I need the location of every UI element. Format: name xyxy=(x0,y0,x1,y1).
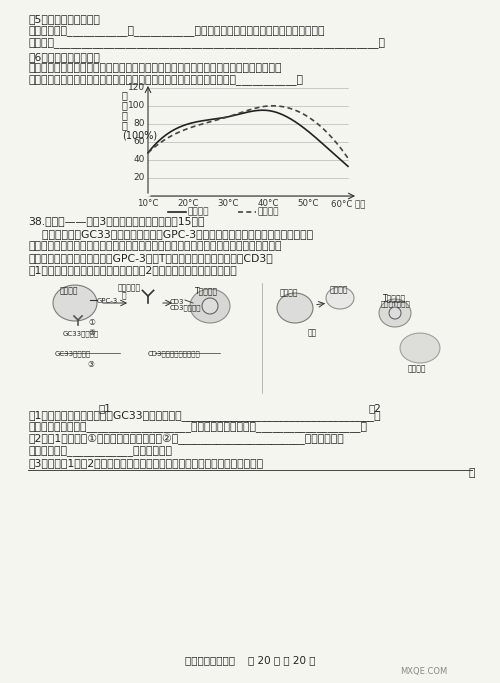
Text: 20: 20 xyxy=(134,173,145,182)
固定化酶 xyxy=(153,142,159,150)
Text: 图1: 图1 xyxy=(98,403,112,413)
游离的酶 xyxy=(329,148,335,156)
游离的酶 xyxy=(198,117,204,125)
Text: MXQE.COM: MXQE.COM xyxy=(400,667,448,676)
游离的酶 xyxy=(153,139,159,148)
Text: GPC-3: GPC-3 xyxy=(97,298,118,304)
固定化酶 xyxy=(198,120,204,128)
游离的酶 xyxy=(182,121,188,129)
Text: （1）请描述制备单克隆抗体GC33的基本流程：___________________________________。: （1）请描述制备单克隆抗体GC33的基本流程：_________________… xyxy=(28,410,380,421)
游离的酶 xyxy=(336,154,342,163)
Ellipse shape xyxy=(326,287,354,309)
Text: 双特异性抗: 双特异性抗 xyxy=(118,283,141,292)
Ellipse shape xyxy=(190,289,230,323)
Text: 图1表示该双特异性抗体的制备过程，图2表示其在肝癌治疗中的作用。: 图1表示该双特异性抗体的制备过程，图2表示其在肝癌治疗中的作用。 xyxy=(28,265,237,275)
Text: 10°C: 10°C xyxy=(138,199,158,208)
Text: 同时特异性识别肝癌细胞上的GPC-3以及T淋巴细胞表面的特殊蛋白质CD3。: 同时特异性识别肝癌细胞上的GPC-3以及T淋巴细胞表面的特殊蛋白质CD3。 xyxy=(28,253,273,263)
Text: 性: 性 xyxy=(122,120,128,130)
Text: ②: ② xyxy=(88,328,95,337)
Text: T淋巴细胞: T淋巴细胞 xyxy=(383,293,406,302)
Circle shape xyxy=(202,298,218,314)
Text: 果不太理想。为提高治疗效果，研究人员用新的技术构建了一种双特异性抗体，该抗体可: 果不太理想。为提高治疗效果，研究人员用新的技术构建了一种双特异性抗体，该抗体可 xyxy=(28,241,281,251)
Text: 相: 相 xyxy=(122,90,128,100)
Text: 100: 100 xyxy=(128,102,145,111)
Text: 杂交瘤细胞的特点：___________________，单克隆抗体的优点：___________________。: 杂交瘤细胞的特点：___________________，单克隆抗体的优点：__… xyxy=(28,422,367,433)
Text: 60°C 温度: 60°C 温度 xyxy=(331,199,365,208)
游离的酶 xyxy=(157,136,163,144)
Text: (100%): (100%) xyxy=(122,130,157,140)
Text: （2）图1中，步骤①为获取目的基因，步骤②为_______________________，需要使用限: （2）图1中，步骤①为获取目的基因，步骤②为__________________… xyxy=(28,434,344,445)
Ellipse shape xyxy=(277,293,313,323)
固定化酶 xyxy=(145,149,151,157)
Text: 。: 。 xyxy=(468,468,474,478)
Text: 120: 120 xyxy=(128,83,145,92)
Ellipse shape xyxy=(400,333,440,363)
Text: CD3: CD3 xyxy=(170,299,184,305)
Text: CD3特异抗体的基因片段: CD3特异抗体的基因片段 xyxy=(148,350,201,357)
Text: 40°C: 40°C xyxy=(258,199,278,208)
固定化酶 xyxy=(157,139,163,147)
Text: 活: 活 xyxy=(122,110,128,120)
固定化酶 xyxy=(270,102,276,110)
Text: GC33单抗片段: GC33单抗片段 xyxy=(63,330,99,337)
Text: （效应T细胞）: （效应T细胞） xyxy=(381,300,411,307)
Text: ①: ① xyxy=(88,318,95,327)
Text: 固定化酶: 固定化酶 xyxy=(258,208,280,217)
Line: 固定化酶: 固定化酶 xyxy=(148,106,348,158)
Text: CD3特异抗体: CD3特异抗体 xyxy=(170,304,202,311)
Text: 游离的酶: 游离的酶 xyxy=(188,208,210,217)
Text: 理科综合能力测试    第 20 页 共 20 页: 理科综合能力测试 第 20 页 共 20 页 xyxy=(185,655,316,665)
Text: 制酶的步骤是____________（填序号）。: 制酶的步骤是____________（填序号）。 xyxy=(28,446,172,457)
固定化酶 xyxy=(329,134,335,142)
Text: T淋巴细胞: T淋巴细胞 xyxy=(195,286,218,295)
游离的酶 xyxy=(145,149,151,157)
Text: GC33基因片段: GC33基因片段 xyxy=(55,350,91,357)
Text: 对: 对 xyxy=(122,100,128,110)
Text: 体: 体 xyxy=(122,291,126,300)
Text: （3）结合图1、图2的信息和已有知识，简述双特异性抗体在肝癌治疗中的作用: （3）结合图1、图2的信息和已有知识，简述双特异性抗体在肝癌治疗中的作用 xyxy=(28,458,263,468)
Text: 存噬: 存噬 xyxy=(308,328,318,337)
固定化酶 xyxy=(336,142,342,150)
Text: 50°C: 50°C xyxy=(298,199,318,208)
Text: 80: 80 xyxy=(134,120,145,128)
游离的酶 xyxy=(345,162,351,170)
Line: 游离的酶: 游离的酶 xyxy=(148,110,348,166)
Text: 结果见下图，据图分析：固定化肌酸激酶与游离的肌酸激酶相比优点是：___________。: 结果见下图，据图分析：固定化肌酸激酶与游离的肌酸激酶相比优点是：________… xyxy=(28,75,303,85)
Text: 30°C: 30°C xyxy=(218,199,238,208)
Text: ③: ③ xyxy=(87,360,94,369)
Text: （6）固定化酶性能测评: （6）固定化酶性能测评 xyxy=(28,52,100,62)
Ellipse shape xyxy=(53,285,97,321)
Text: 肝癌治疗中，GC33（一种用于杀伤含GPC-3的肝癌细胞的单克隆抗体）在临床使用效: 肝癌治疗中，GC33（一种用于杀伤含GPC-3的肝癌细胞的单克隆抗体）在临床使用… xyxy=(28,229,313,239)
游离的酶 xyxy=(260,106,266,114)
Text: 肝癌细胞: 肝癌细胞 xyxy=(280,288,298,297)
Text: 凋亡细胞: 凋亡细胞 xyxy=(330,285,348,294)
Circle shape xyxy=(389,307,401,319)
Text: 巨噬细胞: 巨噬细胞 xyxy=(408,364,426,373)
固定化酶 xyxy=(182,126,188,134)
Text: 40: 40 xyxy=(134,156,145,165)
Text: 20°C: 20°C xyxy=(178,199,199,208)
Text: 60: 60 xyxy=(134,137,145,146)
Text: 38.【生物——选修3：现代生物科技专题】（15分）: 38.【生物——选修3：现代生物科技专题】（15分） xyxy=(28,216,204,226)
固定化酶 xyxy=(345,154,351,163)
Text: 酶更适合采用___________和___________固定化，与固定化酶相比，固定化细胞的突出: 酶更适合采用___________和___________固定化，与固定化酶相比… xyxy=(28,26,324,37)
Ellipse shape xyxy=(379,299,411,327)
Text: 肝癌细胞: 肝癌细胞 xyxy=(60,286,78,295)
Text: 科研小组用纳米级磁性材料进行肌酸激酶的固定化，为测试固定化的性能做了若干实验，: 科研小组用纳米级磁性材料进行肌酸激酶的固定化，为测试固定化的性能做了若干实验， xyxy=(28,63,281,73)
Text: 图2: 图2 xyxy=(368,403,382,413)
Text: （5）固定化肌酸激酶：: （5）固定化肌酸激酶： xyxy=(28,14,100,24)
Text: 优点是：___________________________________________________________。: 优点是：____________________________________… xyxy=(28,38,385,48)
